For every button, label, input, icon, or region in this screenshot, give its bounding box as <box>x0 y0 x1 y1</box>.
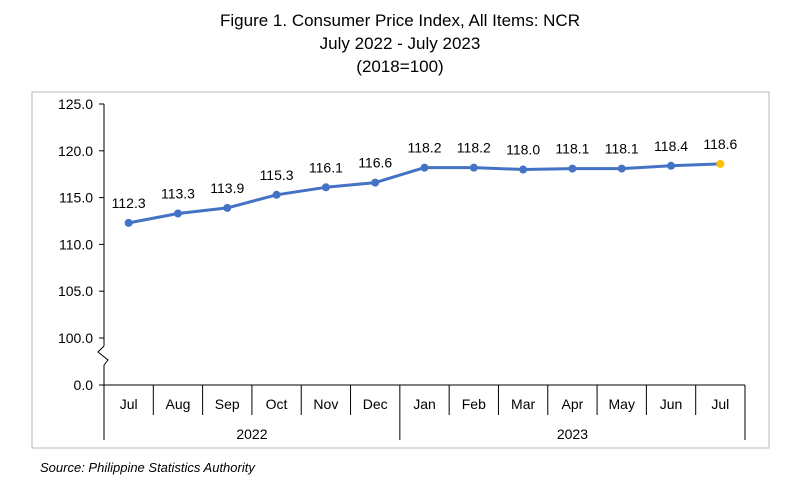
x-tick-label: Jul <box>711 396 729 412</box>
y-axis-labels: 125.0 120.0 115.0 110.0 105.0 100.0 0.0 <box>58 96 93 393</box>
source-note: Source: Philippine Statistics Authority <box>40 460 255 475</box>
data-label: 118.6 <box>703 136 737 152</box>
data-point <box>519 165 528 174</box>
chart-base-period: (2018=100) <box>356 57 444 76</box>
y-tick-label: 115.0 <box>59 190 93 206</box>
x-tick-label: Mar <box>511 396 535 412</box>
data-point <box>173 209 182 218</box>
y-tick-label: 120.0 <box>58 143 93 159</box>
y-tick-label: 125.0 <box>58 96 93 112</box>
data-labels: 112.3 113.3 113.9 115.3 116.1 116.6 118.2 118.2… <box>112 136 738 211</box>
data-label: 115.3 <box>260 167 294 183</box>
axes <box>97 103 746 440</box>
x-tick-label: Jul <box>120 396 138 412</box>
data-label: 118.1 <box>555 141 589 157</box>
x-tick-label: Apr <box>562 396 584 412</box>
data-point <box>223 203 232 212</box>
data-label: 118.2 <box>408 140 442 156</box>
y-tick-label: 100.0 <box>58 330 93 346</box>
series-cpi <box>124 159 725 227</box>
data-label: 118.0 <box>506 142 540 158</box>
data-label: 112.3 <box>112 195 146 211</box>
data-point <box>371 178 380 187</box>
x-tick-label: May <box>609 396 635 412</box>
x-tick-label: Sep <box>215 396 240 412</box>
data-label: 118.4 <box>654 138 688 154</box>
data-point <box>272 190 281 199</box>
x-tick-label: Oct <box>266 396 288 412</box>
y-tick-label: 0.0 <box>74 377 94 393</box>
y-axis-break <box>97 345 109 366</box>
data-point <box>420 163 429 172</box>
data-point <box>321 183 330 192</box>
x-tick-label: Aug <box>166 396 191 412</box>
x-tick-label: Jun <box>660 396 683 412</box>
year-label: 2022 <box>236 426 267 442</box>
y-tick-label: 105.0 <box>58 283 93 299</box>
chart-subtitle: July 2022 - July 2023 <box>319 34 481 53</box>
data-label: 113.3 <box>161 186 195 202</box>
data-label: 116.1 <box>309 159 343 175</box>
x-tick-label: Dec <box>363 396 388 412</box>
year-label: 2023 <box>557 426 588 442</box>
data-point-latest <box>716 159 725 168</box>
x-tick-label: Nov <box>313 396 338 412</box>
x-tick-label: Feb <box>462 396 486 412</box>
data-point <box>568 164 577 173</box>
data-label: 113.9 <box>210 180 244 196</box>
data-point <box>667 161 676 170</box>
x-axis-labels: Jul Aug Sep Oct Nov Dec Jan Feb Mar Apr May Jun Jul 2… <box>120 396 730 442</box>
data-label: 118.1 <box>605 141 639 157</box>
data-label: 118.2 <box>457 140 491 156</box>
y-tick-label: 110.0 <box>59 236 93 252</box>
chart-title: Figure 1. Consumer Price Index, All Item… <box>220 11 580 30</box>
data-point <box>469 163 478 172</box>
data-label: 116.6 <box>358 155 392 171</box>
data-point <box>124 218 133 227</box>
data-point <box>617 164 626 173</box>
chart-frame <box>31 91 770 449</box>
x-tick-label: Jan <box>413 396 436 412</box>
